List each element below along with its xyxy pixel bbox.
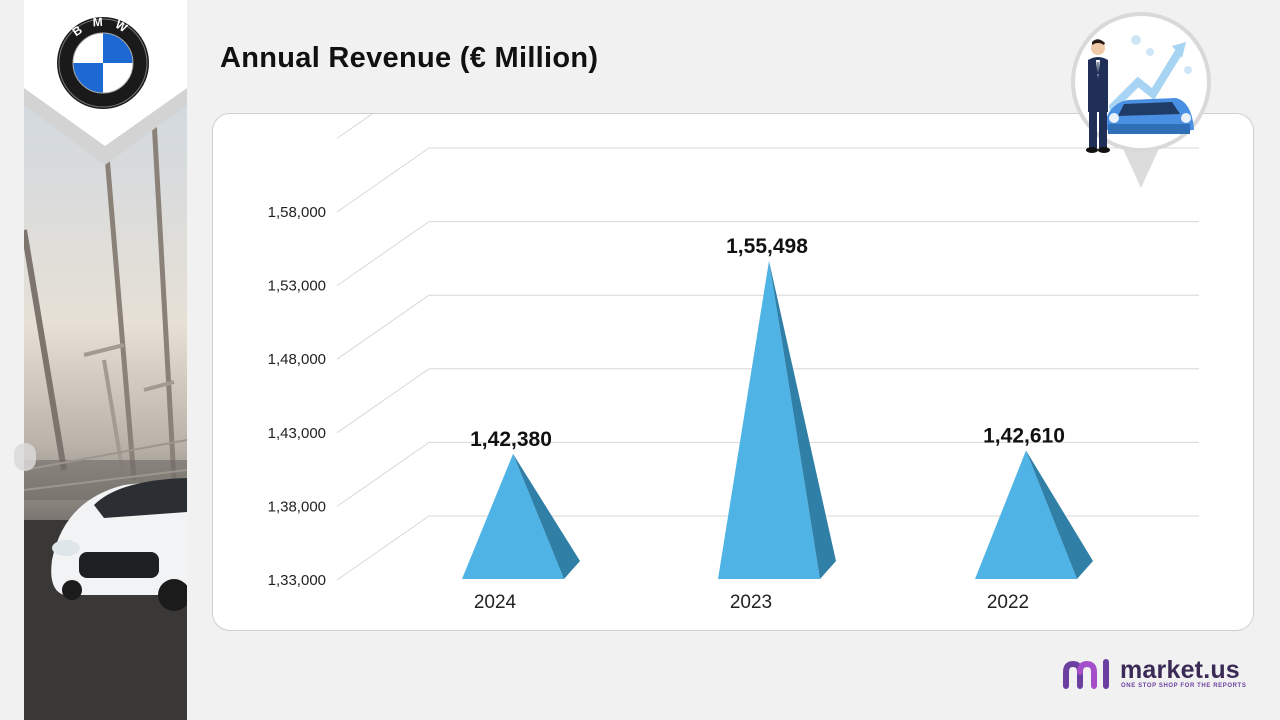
gridline-diagonal [336, 441, 430, 507]
page-title: Annual Revenue (€ Million) [220, 42, 599, 74]
y-tick-label: 1,58,000 [268, 204, 326, 221]
value-label-2024: 1,42,380 [470, 428, 552, 451]
market-us-logo-mark [1063, 659, 1109, 689]
market-us-tagline: ONE STOP SHOP FOR THE REPORTS [1121, 683, 1247, 689]
pyramid-bar-2023 [718, 260, 820, 579]
bmw-logo: BMW [57, 16, 149, 109]
x-tick-label-2023: 2023 [730, 592, 772, 613]
revenue-chart: 1,33,000 1,38,000 1,43,000 1,48,000 1,53,000… [268, 114, 1199, 613]
x-tick-label-2022: 2022 [987, 592, 1029, 613]
scroll-handle[interactable] [14, 443, 36, 471]
gridline-diagonal [336, 114, 373, 139]
gridline-diagonal [336, 515, 430, 581]
value-label-2023: 1,55,498 [726, 235, 808, 258]
y-tick-label: 1,43,000 [268, 425, 326, 442]
market-us-logo-name: market.us [1120, 656, 1240, 684]
y-tick-label: 1,38,000 [268, 498, 326, 515]
gridline-diagonal [336, 221, 430, 287]
y-tick-label: 1,33,000 [268, 572, 326, 589]
gridline-diagonal [336, 294, 430, 360]
pyramid-bar-side-2023 [769, 260, 836, 579]
y-tick-label: 1,48,000 [268, 351, 326, 368]
value-label-2022: 1,42,610 [983, 425, 1065, 448]
pyramid-bar-side-2022 [1026, 450, 1093, 579]
x-tick-label-2024: 2024 [474, 592, 517, 613]
pyramid-bar-2022 [975, 450, 1077, 579]
gridline-diagonal [336, 147, 430, 213]
chart-card: 1,33,000 1,38,000 1,43,000 1,48,000 1,53,000… [212, 113, 1254, 631]
pyramid-bar-2024 [462, 453, 564, 579]
bridge-car-photo [24, 119, 187, 720]
gridline-diagonal [336, 368, 430, 434]
pyramid-bar-side-2024 [513, 453, 580, 579]
y-tick-label: 1,53,000 [268, 278, 326, 295]
business-car-illustration [1071, 12, 1211, 188]
side-photo-strip [24, 0, 187, 720]
